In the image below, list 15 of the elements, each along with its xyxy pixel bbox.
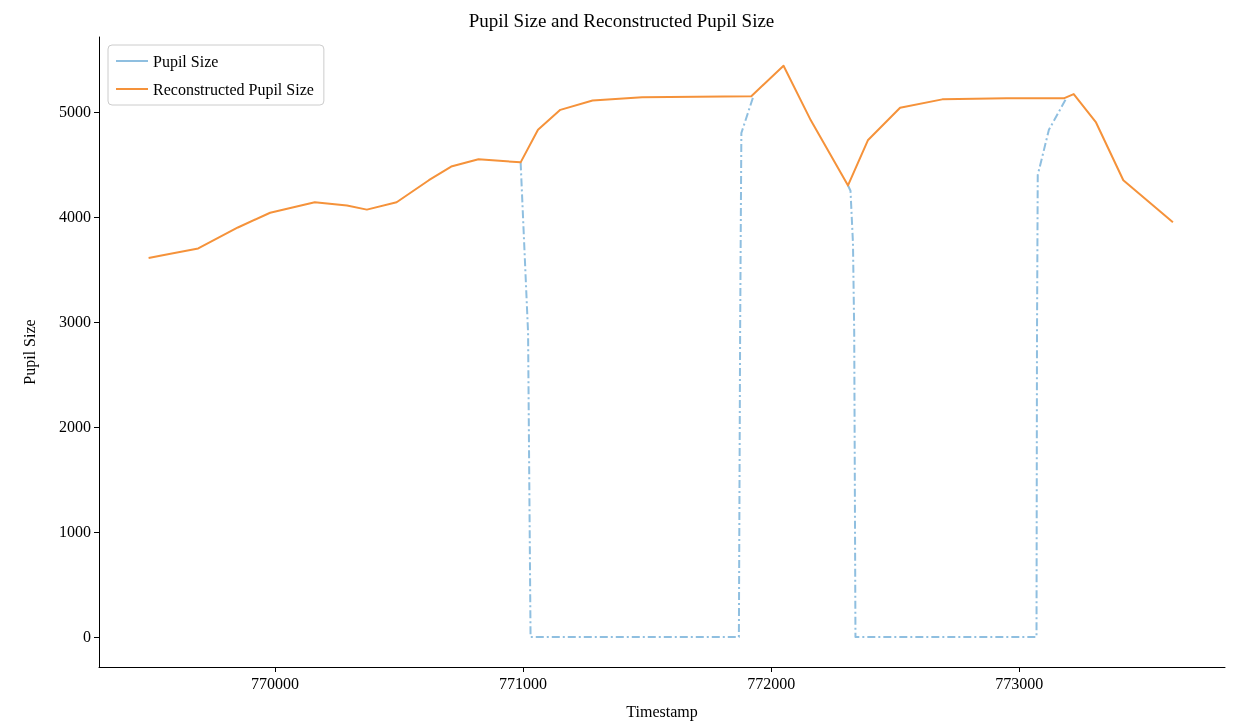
x-tick-label: 771000 bbox=[499, 674, 548, 692]
x-tick-label: 770000 bbox=[251, 674, 300, 692]
chart-title: Pupil Size and Reconstructed Pupil Size bbox=[468, 10, 775, 31]
y-tick-label: 4000 bbox=[59, 208, 91, 226]
y-tick-label: 2000 bbox=[59, 418, 91, 436]
y-tick-label: 5000 bbox=[59, 103, 91, 121]
x-tick-label: 772000 bbox=[747, 674, 796, 692]
x-axis-title: Timestamp bbox=[626, 702, 698, 721]
y-tick-label: 0 bbox=[83, 628, 91, 646]
x-tick-label: 773000 bbox=[995, 674, 1044, 692]
y-axis-title: Pupil Size bbox=[20, 319, 39, 385]
legend-label: Reconstructed Pupil Size bbox=[153, 80, 314, 99]
y-tick-label: 3000 bbox=[59, 313, 91, 331]
y-tick-label: 1000 bbox=[59, 523, 91, 541]
legend-label: Pupil Size bbox=[153, 52, 219, 71]
